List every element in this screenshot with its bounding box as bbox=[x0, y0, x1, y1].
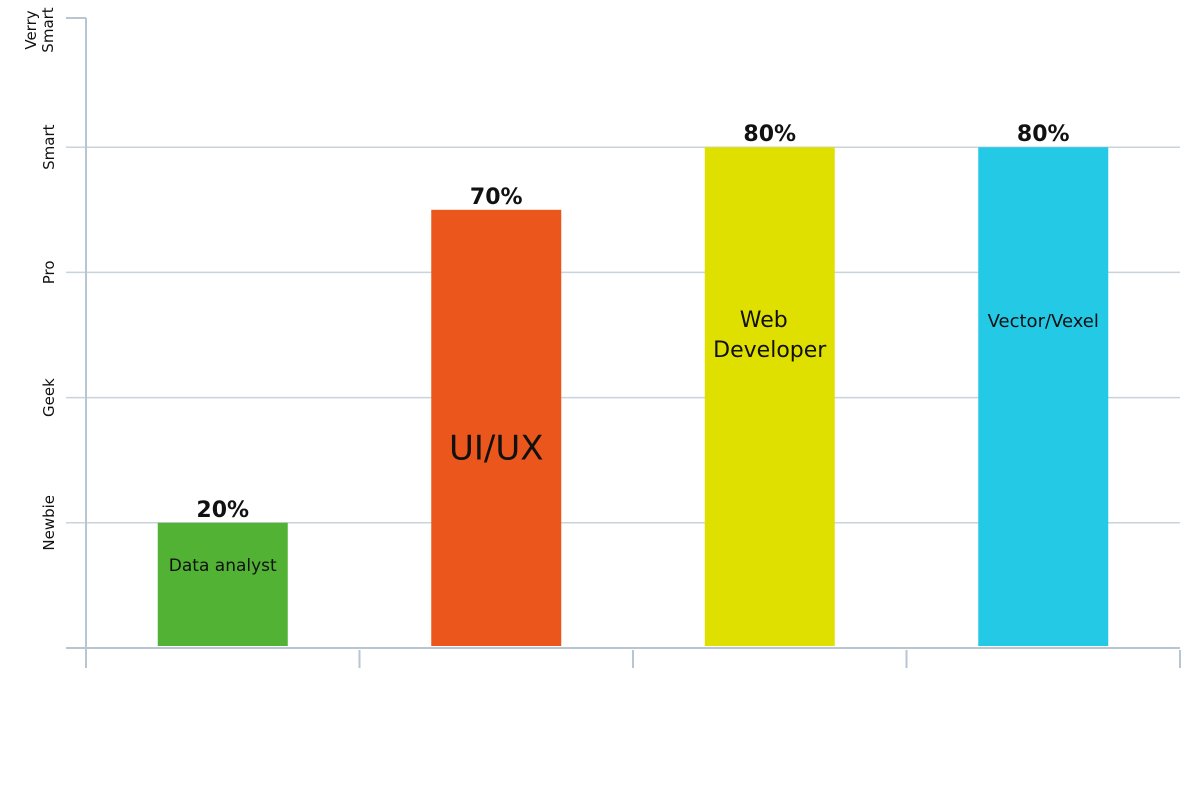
x-axis-ticks bbox=[85, 650, 1181, 668]
value-label: 80% bbox=[743, 122, 796, 147]
bar-labels: 20% Data analyst 70% UI/UX 80% Web Developer 80… bbox=[169, 122, 1099, 576]
category-label: Data analyst bbox=[169, 556, 277, 576]
y-tick-label-text: Newbie bbox=[40, 495, 58, 551]
category-label: UI/UX bbox=[449, 429, 544, 469]
y-tick-label-text: Smart bbox=[40, 124, 58, 169]
axes bbox=[66, 17, 1180, 668]
y-tick-label-text: VerrySmart bbox=[22, 7, 57, 52]
bar bbox=[157, 522, 288, 646]
value-label: 80% bbox=[1017, 122, 1070, 147]
value-label: 20% bbox=[196, 498, 249, 523]
y-tick-label: Newbie bbox=[40, 495, 58, 551]
bar bbox=[431, 209, 562, 647]
y-tick-label-text: Geek bbox=[40, 378, 58, 417]
y-axis-tick-labels: Newbie Geek Pro Smart VerrySmart bbox=[22, 7, 58, 550]
y-tick-label: Pro bbox=[40, 261, 58, 285]
bar bbox=[704, 147, 835, 646]
value-label: 70% bbox=[470, 185, 523, 210]
y-tick-label: VerrySmart bbox=[22, 7, 57, 52]
y-tick-label-text: Pro bbox=[40, 261, 58, 285]
bar bbox=[978, 147, 1109, 646]
y-tick-label: Geek bbox=[40, 378, 58, 417]
category-label: Web Developer bbox=[713, 308, 827, 363]
category-label: Vector/Vexel bbox=[988, 311, 1099, 332]
bars bbox=[157, 147, 1109, 647]
y-tick-label: Smart bbox=[40, 124, 58, 169]
